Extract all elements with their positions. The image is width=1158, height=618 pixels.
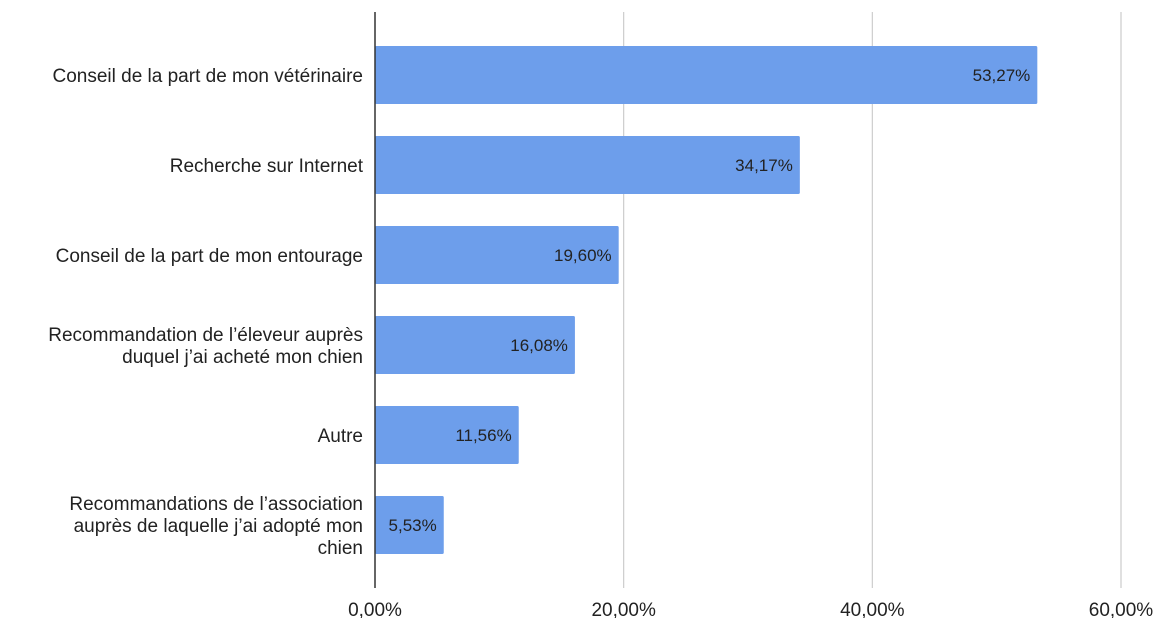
- bar: [375, 316, 575, 374]
- category-labels: Conseil de la part de mon vétérinaire Rec…: [48, 66, 363, 559]
- bar: [375, 226, 619, 284]
- category-label: Autre: [318, 426, 363, 447]
- x-tick-labels: 0,00% 20,00% 40,00% 60,00%: [348, 600, 1153, 618]
- x-tick-label: 40,00%: [840, 600, 905, 618]
- data-labels: 53,27% 34,17% 19,60% 16,08% 11,56% 5,53%: [389, 66, 1031, 535]
- data-label: 11,56%: [455, 426, 511, 445]
- category-label: chien: [318, 538, 363, 559]
- data-label: 19,60%: [554, 246, 612, 265]
- category-label: Conseil de la part de mon vétérinaire: [52, 66, 363, 87]
- category-label: Conseil de la part de mon entourage: [56, 246, 363, 267]
- gridlines: [623, 12, 1122, 588]
- bar: [375, 406, 519, 464]
- x-tick-label: 20,00%: [591, 600, 656, 618]
- data-label: 5,53%: [389, 516, 437, 535]
- bar: [375, 46, 1038, 104]
- data-label: 53,27%: [973, 66, 1031, 85]
- category-label: Recommandations de l’association: [69, 494, 363, 515]
- category-label: auprès de laquelle j’ai adopté mon: [74, 516, 363, 537]
- category-label: Recommandation de l’éleveur auprès: [48, 325, 363, 346]
- category-label: duquel j’ai acheté mon chien: [122, 347, 363, 368]
- x-tick-label: 0,00%: [348, 600, 402, 618]
- data-label: 16,08%: [510, 336, 568, 355]
- data-label: 34,17%: [735, 156, 793, 175]
- bars: [375, 46, 1038, 554]
- bar: [375, 136, 800, 194]
- x-tick-label: 60,00%: [1089, 600, 1154, 618]
- category-label: Recherche sur Internet: [170, 156, 364, 177]
- bar: [375, 496, 444, 554]
